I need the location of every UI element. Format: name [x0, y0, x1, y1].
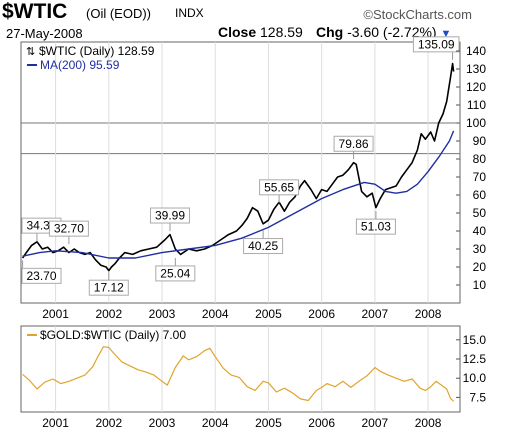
y-tick-label: 70 — [473, 170, 487, 184]
change-value: -3.60 (-2.72%) — [347, 24, 437, 40]
change-block: Chg -3.60 (-2.72%) ▼ — [316, 24, 451, 40]
price-panel-frame — [20, 41, 461, 304]
annotation-label: 39.99 — [155, 209, 185, 223]
annotation-box — [412, 36, 460, 53]
y-tick-label: 50 — [473, 206, 487, 220]
y-tick-label: 7.5 — [469, 390, 486, 404]
price-legend-icon: ⇅ — [26, 46, 35, 58]
quote-date: 27-May-2008 — [6, 26, 83, 41]
price-x-gridlines — [55, 42, 429, 303]
x-tick-label: 2008 — [415, 307, 442, 321]
x-tick-label: 2002 — [95, 307, 122, 321]
legend-label: $GOLD:$WTIC (Daily) 7.00 — [40, 328, 186, 342]
x-tick-label: 2004 — [202, 307, 229, 321]
brand-text: StockCharts.com — [373, 7, 472, 22]
price-y-axis: 10 20 30 40 50 60 70 80 90 100 110 120 130 140 — [456, 44, 486, 292]
brand-label[interactable]: ©StockCharts.com — [363, 7, 472, 22]
y-tick-label: 20 — [473, 260, 487, 274]
y-tick-label: 30 — [473, 242, 487, 256]
exchange-label: INDX — [175, 6, 204, 20]
price-reference-lines — [21, 122, 460, 155]
x-tick-label: 2004 — [202, 416, 229, 430]
legend-label: $WTIC (Daily) 128.59 — [39, 44, 155, 58]
annotation-label: 25.04 — [160, 266, 190, 280]
ratio-legend: $GOLD:$WTIC (Daily) 7.00 — [27, 328, 186, 342]
annotation-label: 17.12 — [94, 281, 124, 295]
x-tick-label: 2002 — [95, 416, 122, 430]
ratio-panel-frame — [20, 325, 461, 413]
price-x-axis: 2001 2002 2003 2004 2005 2006 2007 2008 — [42, 307, 442, 321]
y-tick-label: 110 — [467, 98, 486, 112]
ratio-series — [22, 346, 455, 402]
y-tick-label: 120 — [466, 80, 486, 94]
annotation-label: 79.86 — [339, 137, 369, 151]
annotation-label: 23.70 — [26, 269, 56, 283]
ratio-y-axis: 7.5 10.0 12.5 15.0 — [456, 333, 487, 404]
x-tick-label: 2001 — [42, 416, 69, 430]
x-tick-label: 2006 — [308, 416, 335, 430]
price-series — [21, 62, 455, 272]
close-block: Close 128.59 — [218, 24, 303, 40]
x-tick-label: 2006 — [308, 307, 335, 321]
x-tick-label: 2008 — [415, 416, 442, 430]
y-tick-label: 130 — [466, 62, 486, 76]
annotation-box — [333, 135, 374, 152]
y-tick-label: 40 — [473, 224, 487, 238]
annotation-label: 55.65 — [264, 180, 294, 194]
y-tick-label: 10 — [473, 278, 487, 292]
price-annotations: 34.3732.7023.7017.1239.9925.0455.6540.25… — [21, 36, 460, 296]
x-tick-label: 2007 — [362, 307, 389, 321]
annotation-box — [259, 179, 300, 196]
down-arrow-icon: ▼ — [440, 28, 452, 40]
annotation-box — [155, 265, 196, 282]
ratio-x-axis: 2001 2002 2003 2004 2005 2006 2007 2008 — [42, 416, 442, 430]
x-tick-label: 2001 — [42, 307, 69, 321]
annotation-box — [355, 218, 396, 235]
close-value: 128.59 — [260, 24, 303, 40]
annotation-box — [48, 220, 89, 237]
close-label: Close — [218, 24, 257, 40]
x-tick-label: 2003 — [149, 307, 176, 321]
x-tick-label: 2007 — [362, 416, 389, 430]
ratio-panel: 7.5 10.0 12.5 15.0 $GOLD:$WTIC (Daily) 7.00 — [20, 325, 487, 413]
symbol-description: (Oil (EOD)) — [86, 6, 151, 21]
annotation-box — [149, 207, 190, 224]
annotation-label: 51.03 — [361, 220, 391, 234]
annotation-label: 32.70 — [54, 222, 84, 236]
series-line-1 — [22, 346, 455, 402]
ratio-x-gridlines — [55, 326, 429, 412]
y-tick-label: 12.5 — [463, 352, 487, 366]
series-line-1 — [21, 62, 455, 272]
x-tick-label: 2005 — [255, 416, 282, 430]
y-tick-label: 100 — [466, 116, 486, 130]
series-line-2 — [22, 130, 455, 259]
x-tick-label: 2005 — [255, 307, 282, 321]
y-tick-label: 140 — [466, 44, 486, 58]
annotation-box — [21, 267, 62, 284]
price-panel: 34.3732.7023.7017.1239.9925.0455.6540.25… — [20, 36, 486, 304]
symbol-title: $WTIC — [2, 0, 68, 23]
y-tick-label: 60 — [473, 188, 487, 202]
copyright-icon: © — [363, 7, 374, 22]
change-label: Chg — [316, 24, 344, 40]
annotation-box — [88, 279, 129, 296]
y-tick-label: 15.0 — [463, 333, 487, 347]
y-tick-label: 90 — [473, 134, 487, 148]
legend-label: MA(200) 95.59 — [40, 58, 120, 72]
annotation-label: 40.25 — [248, 239, 278, 253]
annotation-box — [243, 238, 284, 255]
x-tick-label: 2003 — [149, 416, 176, 430]
y-tick-label: 10.0 — [463, 371, 487, 385]
y-tick-label: 80 — [473, 152, 487, 166]
annotation-label: 135.09 — [418, 37, 455, 51]
